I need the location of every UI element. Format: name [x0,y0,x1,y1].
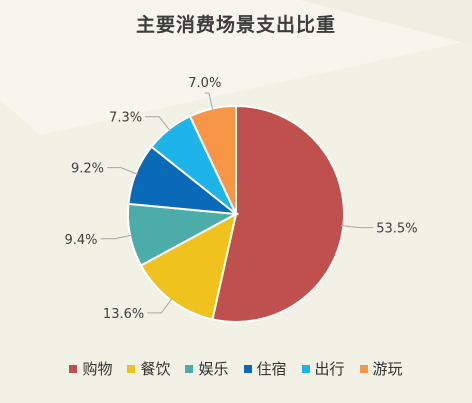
data-label-购物: 53.5% [376,222,417,237]
leader-line-住宿 [106,167,138,175]
leader-line-游玩 [204,92,214,111]
chart-legend: 购物 餐饮 娱乐 住宿 出行 游玩 [0,358,472,379]
legend-label-娱乐: 娱乐 [198,360,229,378]
legend-item-出行: 出行 [301,358,345,379]
legend-swatch-游玩 [359,364,368,373]
chart-title: 主要消费场景支出比重 [135,14,336,36]
data-label-餐饮: 13.6% [103,307,144,322]
legend-swatch-餐饮 [127,364,136,373]
leader-line-购物 [341,225,374,229]
legend-item-娱乐: 娱乐 [185,358,229,379]
leader-line-娱乐 [100,234,133,240]
legend-item-住宿: 住宿 [243,358,287,379]
legend-swatch-出行 [301,364,310,373]
legend-swatch-住宿 [243,364,252,373]
legend-swatch-娱乐 [185,364,194,373]
legend-item-购物: 购物 [69,358,112,379]
data-label-游玩: 7.0% [188,76,221,91]
legend-item-游玩: 游玩 [359,358,403,379]
legend-label-出行: 出行 [314,360,345,378]
data-label-娱乐: 9.4% [64,233,97,248]
leader-line-出行 [145,116,171,132]
data-label-住宿: 9.2% [71,162,104,177]
legend-label-住宿: 住宿 [256,360,287,378]
data-label-出行: 7.3% [109,111,142,126]
legend-swatch-购物 [69,364,78,373]
legend-label-购物: 购物 [82,360,113,378]
legend-label-游玩: 游玩 [372,360,403,378]
legend-label-餐饮: 餐饮 [140,360,171,378]
legend-item-餐饮: 餐饮 [127,358,170,379]
leader-line-餐饮 [147,298,173,314]
